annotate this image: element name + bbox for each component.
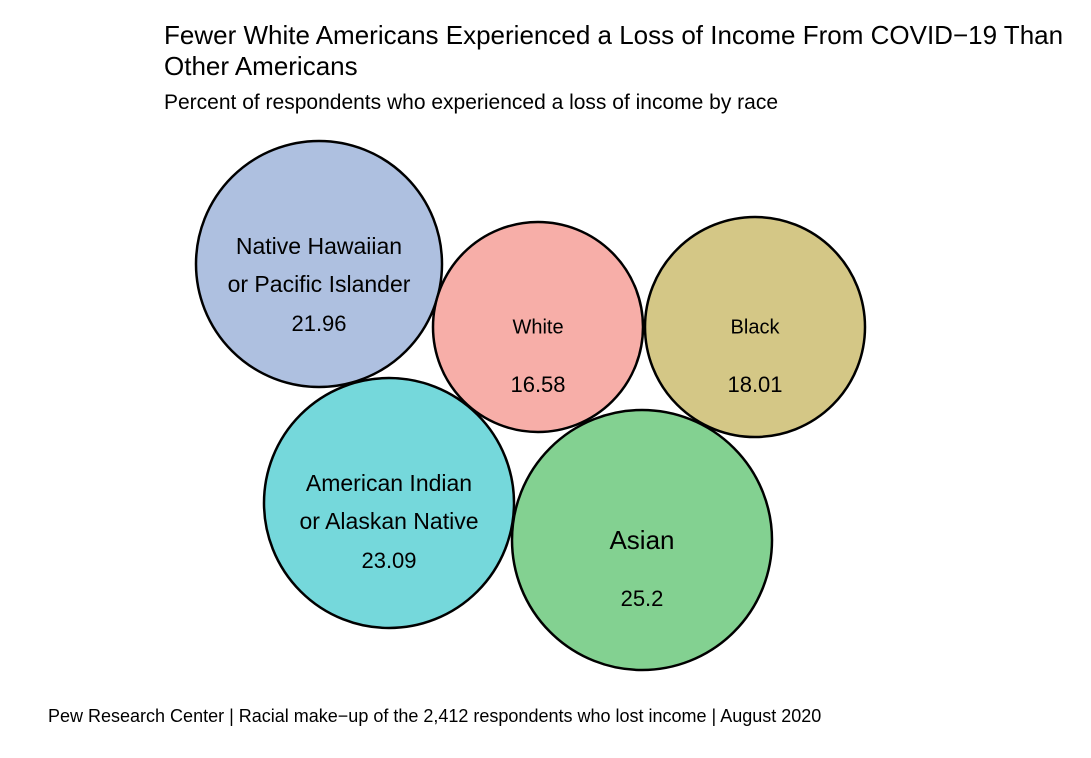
chart-caption: Pew Research Center | Racial make−up of …: [48, 706, 822, 726]
bubble-label-asian-1: Asian: [609, 525, 674, 555]
bubble-circle-american-indian: [262, 376, 516, 630]
bubble-native-hawaiian: Native Hawaiian or Pacific Islander 21.96: [194, 139, 444, 389]
bubble-value-native-hawaiian: 21.96: [291, 311, 346, 336]
bubble-value-american-indian: 23.09: [361, 548, 416, 573]
chart-title: Fewer White Americans Experienced a Loss…: [164, 20, 1064, 81]
chart-header: Fewer White Americans Experienced a Loss…: [164, 20, 1064, 116]
bubble-asian: Asian 25.2: [510, 408, 774, 672]
bubble-label-native-hawaiian-2: or Pacific Islander: [228, 271, 411, 297]
bubble-label-american-indian-1: American Indian: [306, 470, 472, 496]
bubble-value-asian: 25.2: [621, 586, 664, 611]
bubble-circle-native-hawaiian: [194, 139, 444, 389]
bubble-label-black-1: Black: [731, 316, 781, 338]
bubble-value-white: 16.58: [510, 372, 565, 397]
chart-subtitle: Percent of respondents who experienced a…: [164, 91, 779, 114]
bubble-value-black: 18.01: [727, 372, 782, 397]
bubble-circle-black: [643, 215, 867, 439]
bubble-label-native-hawaiian-1: Native Hawaiian: [236, 233, 402, 259]
bubble-black: Black 18.01: [643, 215, 867, 439]
bubble-white: White 16.58: [431, 220, 645, 434]
bubble-american-indian: American Indian or Alaskan Native 23.09: [262, 376, 516, 630]
bubble-label-american-indian-2: or Alaskan Native: [300, 508, 479, 534]
bubble-circle-asian: [510, 408, 774, 672]
bubble-circle-white: [431, 220, 645, 434]
bubble-label-white-1: White: [512, 316, 563, 338]
